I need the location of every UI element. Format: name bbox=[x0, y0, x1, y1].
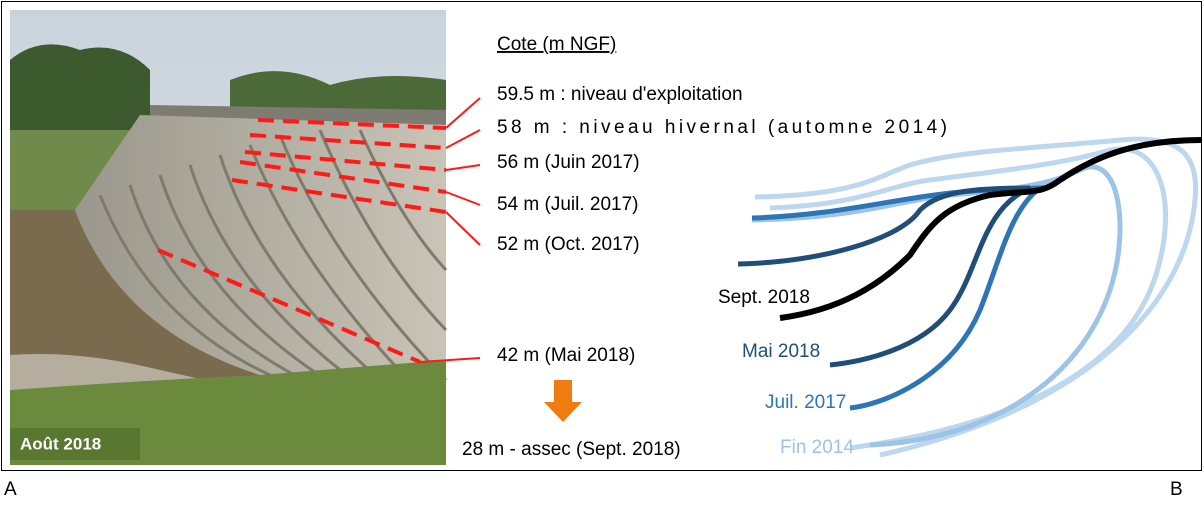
profile-label: Juil. 2017 bbox=[765, 392, 846, 413]
panel-label: B bbox=[1170, 479, 1183, 500]
profile-label: Mai 2018 bbox=[742, 341, 820, 362]
panel-label: A bbox=[4, 479, 17, 500]
level-label: 56 m (Juin 2017) bbox=[497, 152, 640, 173]
profiles bbox=[737, 136, 1202, 458]
frame bbox=[1, 1, 1202, 471]
level-label: 52 m (Oct. 2017) bbox=[497, 234, 640, 255]
level-label: 59.5 m : niveau d'exploitation bbox=[497, 84, 743, 105]
photo-caption: Août 2018 bbox=[20, 434, 101, 453]
profile-label: Fin 2014 bbox=[780, 437, 854, 458]
level-label: 58 m : niveau hivernal (automne 2014) bbox=[497, 117, 947, 138]
arrow-down bbox=[544, 380, 582, 422]
level-label: 42 m (Mai 2018) bbox=[497, 345, 635, 366]
legend-title: Cote (m NGF) bbox=[497, 34, 616, 55]
dry-label: 28 m - assec (Sept. 2018) bbox=[462, 439, 681, 460]
profile-label: Sept. 2018 bbox=[718, 287, 810, 308]
leader-lines bbox=[419, 97, 481, 363]
level-label: 54 m (Juil. 2017) bbox=[497, 194, 639, 215]
photo: Août 2018 bbox=[10, 10, 448, 465]
